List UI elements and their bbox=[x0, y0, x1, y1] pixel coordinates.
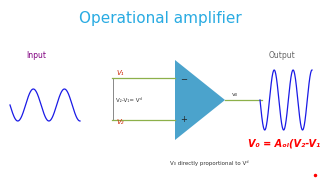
Text: Operational amplifier: Operational amplifier bbox=[79, 10, 241, 26]
Text: V₀ = Aₒₗ(V₂-V₁): V₀ = Aₒₗ(V₂-V₁) bbox=[248, 138, 320, 148]
Text: +: + bbox=[180, 116, 187, 125]
Text: v₀: v₀ bbox=[232, 93, 238, 98]
Text: V₂-V₁= Vᵈ: V₂-V₁= Vᵈ bbox=[116, 98, 142, 102]
Text: Input: Input bbox=[26, 51, 46, 60]
Polygon shape bbox=[175, 60, 225, 140]
Text: Output: Output bbox=[268, 51, 295, 60]
Text: −: − bbox=[180, 75, 187, 84]
Text: V₁: V₁ bbox=[116, 70, 124, 76]
Text: V₀ directly proportional to Vᵈ: V₀ directly proportional to Vᵈ bbox=[170, 160, 249, 166]
Text: V₂: V₂ bbox=[116, 119, 124, 125]
